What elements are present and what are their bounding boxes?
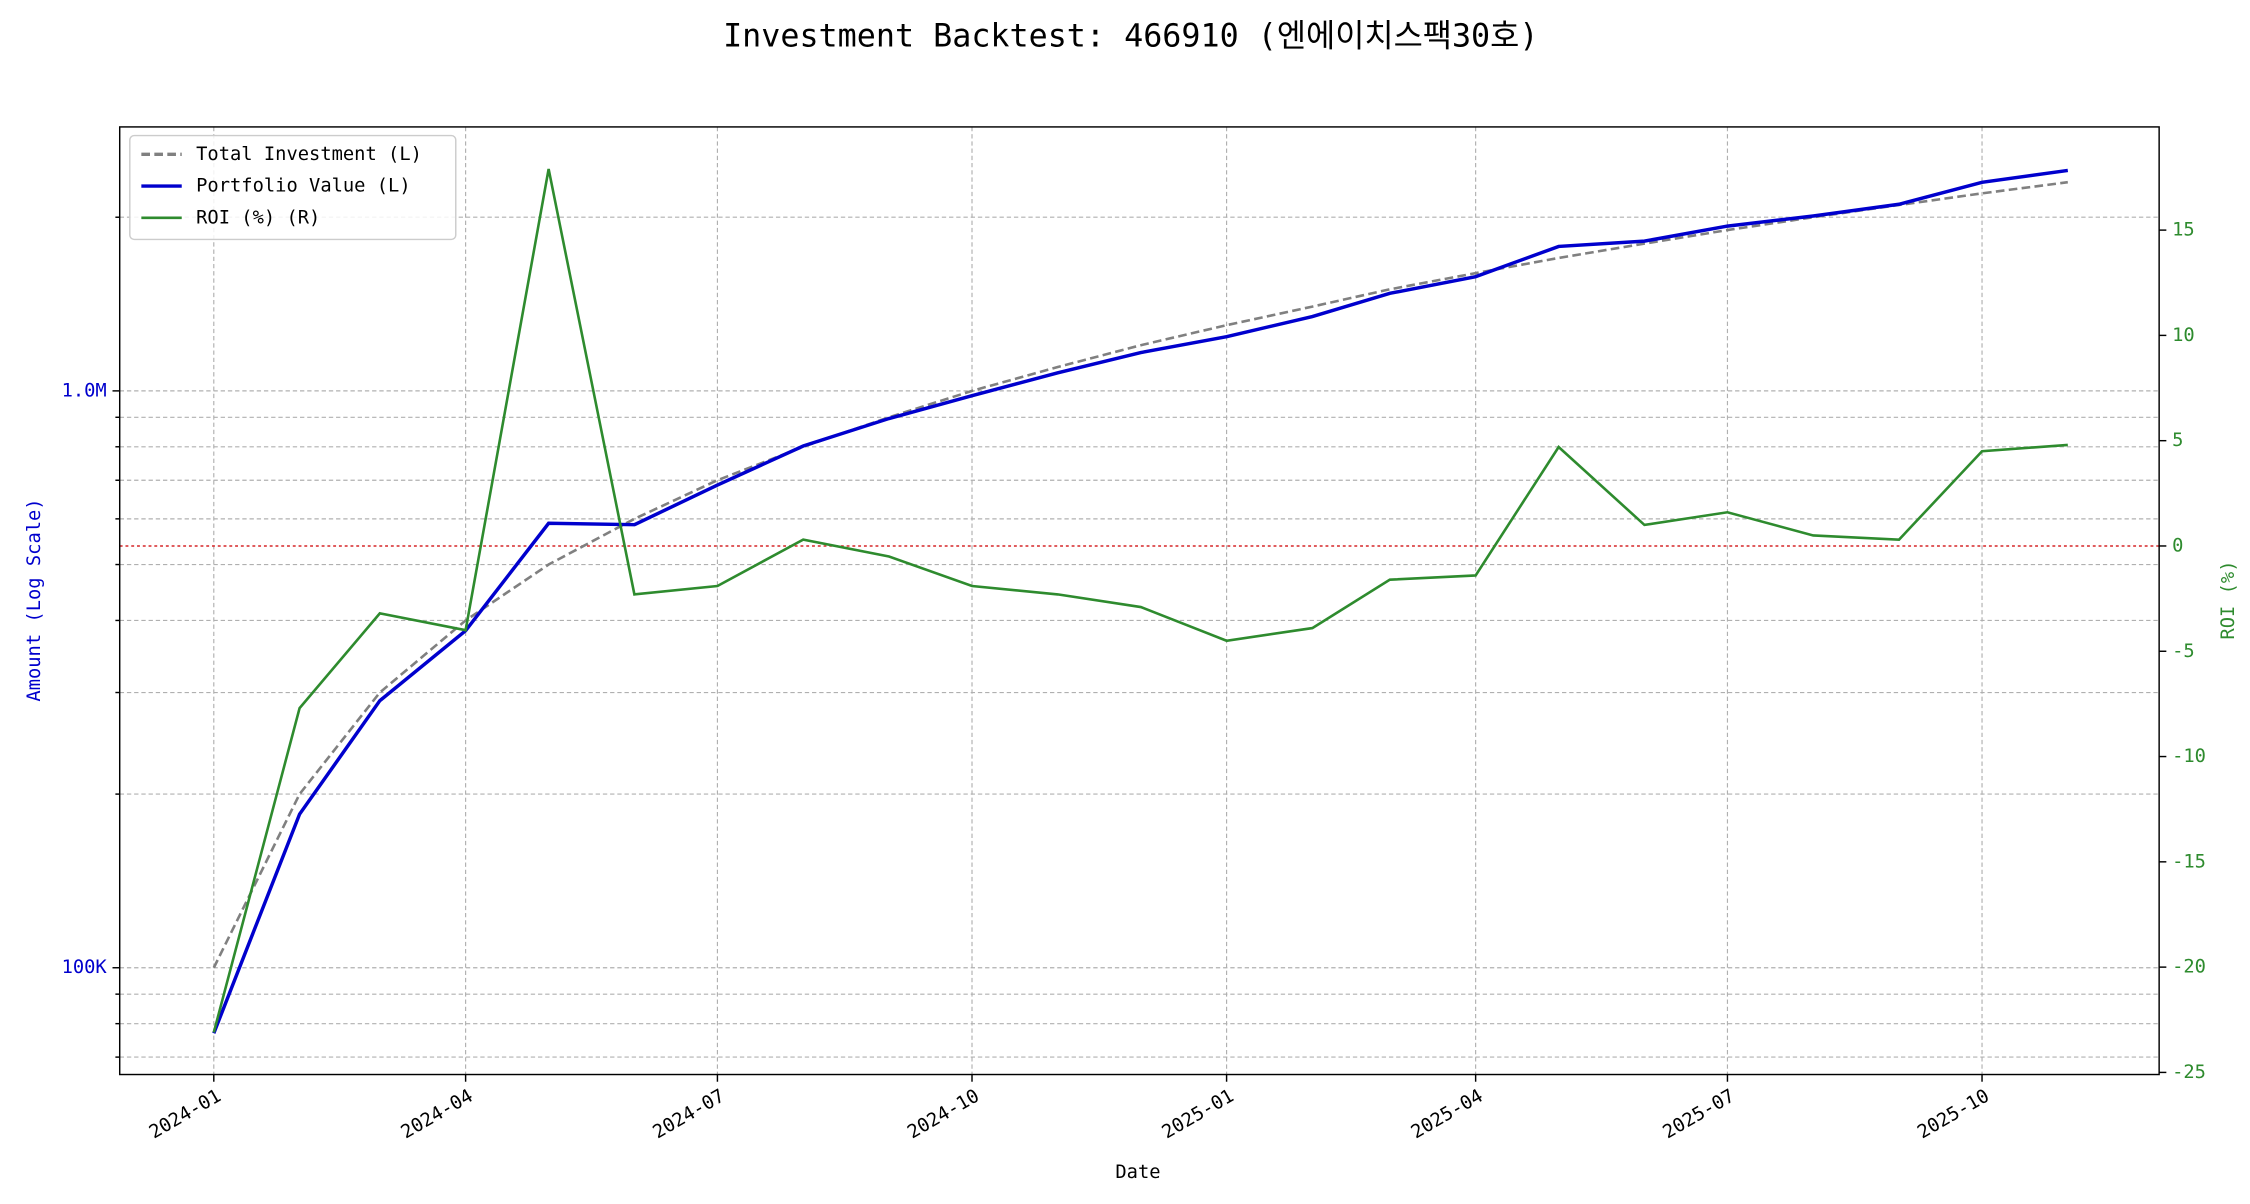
y-axis-label: Amount (Log Scale) xyxy=(24,498,45,701)
y2-tick-label: -25 xyxy=(2172,1062,2206,1083)
legend-label: Total Investment (L) xyxy=(196,144,422,165)
plot-frame xyxy=(118,126,2160,1076)
y2-tick-label: 5 xyxy=(2172,430,2183,451)
y2-tick-label: 0 xyxy=(2172,535,2183,556)
series-line xyxy=(212,168,2069,1034)
y2-tick-label: -15 xyxy=(2172,851,2206,872)
y2-tick-label: 10 xyxy=(2172,325,2195,346)
y2-axis-label: ROI (%) xyxy=(2218,560,2239,639)
x-axis-label: Date xyxy=(1115,1162,1160,1183)
legend-box xyxy=(129,134,457,241)
legend-label: Portfolio Value (L) xyxy=(196,176,410,197)
y2-tick-label: -20 xyxy=(2172,957,2206,978)
y2-tick-label: 15 xyxy=(2172,220,2195,241)
y2-tick-label: -5 xyxy=(2172,641,2195,662)
chart-title: Investment Backtest: 466910 (엔에이치스팩30호) xyxy=(723,19,1538,55)
y-tick-label: 1.0M xyxy=(62,380,107,401)
legend-label: ROI (%) (R) xyxy=(196,207,320,228)
y-tick-label: 100K xyxy=(62,957,108,978)
series-line xyxy=(212,180,2068,969)
series-line xyxy=(212,168,2068,1033)
y2-tick-label: -10 xyxy=(2172,746,2206,767)
